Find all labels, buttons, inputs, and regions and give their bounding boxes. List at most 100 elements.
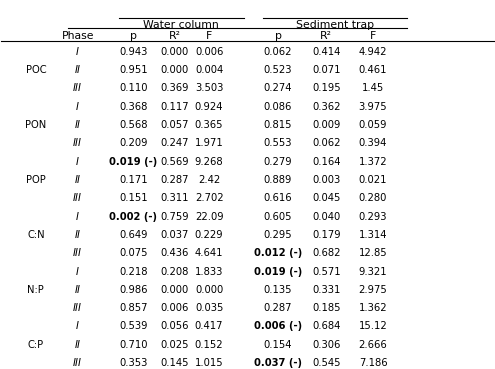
Text: 0.208: 0.208 — [160, 266, 189, 276]
Text: 0.461: 0.461 — [359, 65, 387, 75]
Text: 15.12: 15.12 — [359, 321, 388, 331]
Text: 0.436: 0.436 — [160, 248, 189, 258]
Text: p: p — [130, 31, 137, 41]
Text: C:P: C:P — [28, 340, 44, 350]
Text: 0.000: 0.000 — [160, 46, 189, 57]
Text: 7.186: 7.186 — [359, 358, 387, 368]
Text: 1.833: 1.833 — [195, 266, 223, 276]
Text: II: II — [75, 285, 81, 295]
Text: 2.42: 2.42 — [198, 175, 220, 185]
Text: 0.062: 0.062 — [264, 46, 292, 57]
Text: 0.152: 0.152 — [195, 340, 223, 350]
Text: 2.975: 2.975 — [359, 285, 388, 295]
Text: 0.569: 0.569 — [160, 156, 189, 166]
Text: 0.025: 0.025 — [160, 340, 189, 350]
Text: 9.321: 9.321 — [359, 266, 387, 276]
Text: 0.545: 0.545 — [312, 358, 341, 368]
Text: 3.975: 3.975 — [359, 101, 387, 112]
Text: III: III — [73, 358, 82, 368]
Text: II: II — [75, 120, 81, 130]
Text: 0.605: 0.605 — [264, 211, 292, 221]
Text: 0.759: 0.759 — [160, 211, 189, 221]
Text: 0.009: 0.009 — [312, 120, 341, 130]
Text: 0.019 (-): 0.019 (-) — [109, 156, 157, 166]
Text: 0.311: 0.311 — [160, 193, 189, 203]
Text: III: III — [73, 303, 82, 313]
Text: 0.951: 0.951 — [119, 65, 148, 75]
Text: III: III — [73, 138, 82, 148]
Text: 0.331: 0.331 — [312, 285, 341, 295]
Text: 3.503: 3.503 — [195, 83, 223, 93]
Text: Sediment trap: Sediment trap — [297, 20, 374, 30]
Text: II: II — [75, 175, 81, 185]
Text: 0.539: 0.539 — [119, 321, 148, 331]
Text: 0.179: 0.179 — [312, 230, 341, 240]
Text: 0.247: 0.247 — [160, 138, 189, 148]
Text: III: III — [73, 248, 82, 258]
Text: 0.295: 0.295 — [264, 230, 293, 240]
Text: 0.040: 0.040 — [312, 211, 341, 221]
Text: 0.185: 0.185 — [312, 303, 341, 313]
Text: 0.523: 0.523 — [264, 65, 292, 75]
Text: R²: R² — [169, 31, 181, 41]
Text: 0.086: 0.086 — [264, 101, 292, 112]
Text: 0.035: 0.035 — [195, 303, 223, 313]
Text: I: I — [76, 211, 79, 221]
Text: R²: R² — [320, 31, 332, 41]
Text: 0.151: 0.151 — [119, 193, 148, 203]
Text: 0.171: 0.171 — [119, 175, 148, 185]
Text: II: II — [75, 65, 81, 75]
Text: 0.117: 0.117 — [160, 101, 189, 112]
Text: 0.045: 0.045 — [312, 193, 341, 203]
Text: N:P: N:P — [27, 285, 44, 295]
Text: 0.000: 0.000 — [160, 65, 189, 75]
Text: 0.568: 0.568 — [119, 120, 148, 130]
Text: 0.682: 0.682 — [312, 248, 341, 258]
Text: 0.002 (-): 0.002 (-) — [109, 211, 157, 221]
Text: 0.616: 0.616 — [264, 193, 293, 203]
Text: 0.000: 0.000 — [195, 285, 223, 295]
Text: 1.314: 1.314 — [359, 230, 387, 240]
Text: 0.553: 0.553 — [264, 138, 292, 148]
Text: III: III — [73, 193, 82, 203]
Text: 22.09: 22.09 — [195, 211, 223, 221]
Text: 1.971: 1.971 — [195, 138, 223, 148]
Text: 0.000: 0.000 — [160, 285, 189, 295]
Text: 0.815: 0.815 — [264, 120, 292, 130]
Text: 0.145: 0.145 — [160, 358, 189, 368]
Text: F: F — [370, 31, 376, 41]
Text: 0.062: 0.062 — [312, 138, 341, 148]
Text: 0.293: 0.293 — [359, 211, 387, 221]
Text: I: I — [76, 321, 79, 331]
Text: 0.003: 0.003 — [312, 175, 341, 185]
Text: 0.059: 0.059 — [359, 120, 387, 130]
Text: 0.571: 0.571 — [312, 266, 341, 276]
Text: F: F — [206, 31, 212, 41]
Text: 0.417: 0.417 — [195, 321, 223, 331]
Text: 0.037: 0.037 — [160, 230, 189, 240]
Text: 9.268: 9.268 — [195, 156, 223, 166]
Text: 0.037 (-): 0.037 (-) — [254, 358, 302, 368]
Text: 0.362: 0.362 — [312, 101, 341, 112]
Text: I: I — [76, 266, 79, 276]
Text: 0.135: 0.135 — [264, 285, 292, 295]
Text: 0.164: 0.164 — [312, 156, 341, 166]
Text: 0.287: 0.287 — [160, 175, 189, 185]
Text: 1.45: 1.45 — [362, 83, 384, 93]
Text: 12.85: 12.85 — [359, 248, 387, 258]
Text: 0.057: 0.057 — [160, 120, 189, 130]
Text: 0.280: 0.280 — [359, 193, 387, 203]
Text: 0.056: 0.056 — [160, 321, 189, 331]
Text: 0.012 (-): 0.012 (-) — [254, 248, 302, 258]
Text: 0.369: 0.369 — [160, 83, 189, 93]
Text: II: II — [75, 230, 81, 240]
Text: III: III — [73, 83, 82, 93]
Text: I: I — [76, 156, 79, 166]
Text: 0.274: 0.274 — [264, 83, 292, 93]
Text: 0.006 (-): 0.006 (-) — [254, 321, 302, 331]
Text: Phase: Phase — [61, 31, 94, 41]
Text: 0.229: 0.229 — [195, 230, 223, 240]
Text: 0.006: 0.006 — [160, 303, 189, 313]
Text: 0.071: 0.071 — [312, 65, 341, 75]
Text: 0.986: 0.986 — [119, 285, 148, 295]
